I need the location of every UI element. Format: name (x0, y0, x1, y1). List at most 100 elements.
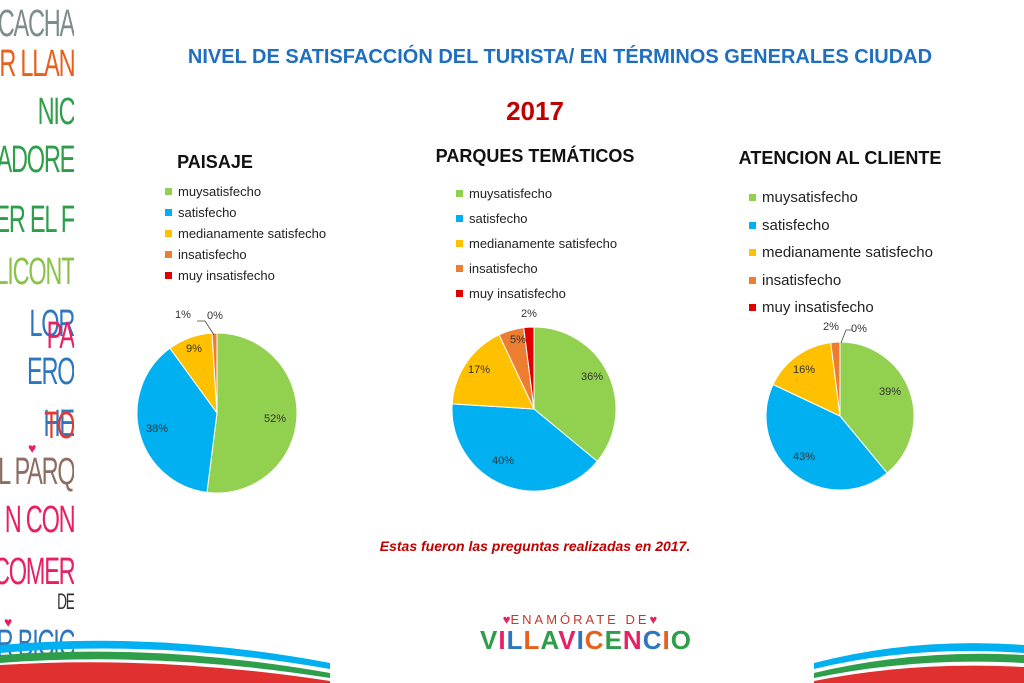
logo-letter: L (523, 625, 541, 655)
chart-legend: muysatisfecho satisfecho medianamente sati… (456, 181, 617, 306)
legend-swatch (749, 276, 756, 284)
legend-item: medianamente satisfecho (456, 231, 617, 256)
legend-label: satisfecho (469, 211, 528, 226)
chart-title: PARQUES TEMÁTICOS (435, 146, 635, 166)
pie-data-label: 1% (175, 309, 191, 321)
sidebar-word: ERO (26, 351, 74, 393)
legend-item: muy insatisfecho (749, 294, 933, 322)
legend-label: satisfecho (178, 205, 237, 220)
logo-letter: L (506, 625, 524, 655)
pie-slice (451, 403, 598, 492)
logo-letter: I (576, 625, 585, 655)
pie-data-label: 40% (492, 455, 514, 467)
legend-swatch (456, 190, 463, 197)
chart-legend: muysatisfecho satisfecho medianamente sati… (165, 181, 326, 286)
sidebar-word: COMER (0, 551, 74, 593)
legend-item: satisfecho (165, 202, 326, 223)
pie-slice (533, 326, 617, 462)
sidebar-word: LOR (29, 303, 74, 345)
label-leader-line (840, 329, 852, 344)
logo-letter: I (498, 625, 507, 655)
pie-data-label: 9% (186, 343, 202, 355)
sidebar-word: LICONT (0, 251, 74, 293)
logo-letter: N (622, 625, 643, 655)
legend-label: satisfecho (762, 216, 830, 234)
pie-data-label: 2% (823, 321, 839, 333)
pie-slice (136, 347, 218, 493)
legend-item: satisfecho (456, 206, 617, 231)
legend-swatch (165, 272, 172, 279)
legend-item: medianamente satisfecho (165, 223, 326, 244)
wave-decoration-right (814, 643, 1024, 683)
sidebar-word: R EL PARQ (0, 451, 74, 493)
sidebar-word: PA (46, 315, 74, 357)
pie-data-label: 5% (510, 334, 526, 346)
legend-label: medianamente satisfecho (762, 244, 933, 262)
pie-slice (523, 326, 535, 410)
legend-item: muy insatisfecho (165, 265, 326, 286)
pie-slice (451, 334, 535, 410)
legend-swatch (165, 188, 172, 195)
pie-slice (211, 332, 218, 414)
legend-label: insatisfecho (762, 271, 842, 289)
pie-data-label: 16% (793, 364, 815, 376)
logo-letter: E (604, 625, 623, 655)
legend-swatch (456, 265, 463, 272)
pie-data-label: 52% (264, 413, 286, 425)
logo-letter: I (662, 625, 671, 655)
legend-label: insatisfecho (178, 247, 247, 262)
chart-title: PAISAJE (177, 152, 253, 172)
sidebar-word: TO (44, 405, 74, 447)
legend-item: muysatisfecho (165, 181, 326, 202)
logo-letter: A (540, 625, 559, 655)
sidebar-word: ER LLAN (0, 43, 74, 85)
sidebar-word: NIC (37, 91, 74, 133)
legend-item: muy insatisfecho (456, 281, 617, 306)
pie-data-label: 36% (581, 371, 603, 383)
logo-letter: C (642, 625, 663, 655)
pie-slice (772, 342, 841, 417)
legend-swatch (165, 230, 172, 237)
pie-data-label: 43% (793, 451, 815, 463)
legend-swatch (456, 240, 463, 247)
logo-letter: O (670, 625, 692, 655)
page-title: NIVEL DE SATISFACCIÓN DEL TURISTA/ EN TÉ… (187, 46, 933, 68)
sidebar-word: N CON (4, 499, 74, 541)
pie-data-label: 39% (879, 386, 901, 398)
pie-data-label: 2% (521, 308, 537, 320)
chart-legend: muysatisfecho satisfecho medianamente sati… (749, 184, 933, 322)
legend-item: insatisfecho (749, 267, 933, 295)
logo-tagline: ♥ENAMÓRATE DE♥ (480, 612, 680, 627)
sidebar-decoration: CACHAER LLANNICENJOSADOREMER EL FLICONTL… (0, 0, 74, 683)
pie-slice (206, 332, 298, 494)
heart-icon: ♥ (4, 614, 12, 630)
legend-item: insatisfecho (456, 256, 617, 281)
legend-label: muysatisfecho (178, 184, 262, 199)
pie-data-label: 0% (851, 323, 867, 335)
legend-item: insatisfecho (165, 244, 326, 265)
sidebar-word: ADORE (0, 139, 74, 181)
pie-data-label: 17% (468, 364, 490, 376)
label-leader-line (197, 320, 215, 336)
legend-swatch (165, 251, 172, 258)
logo-tagline-text: ENAMÓRATE DE (510, 612, 650, 627)
legend-item: muysatisfecho (456, 181, 617, 206)
legend-label: muysatisfecho (469, 186, 553, 201)
legend-item: muysatisfecho (749, 184, 933, 212)
sidebar-word: CACHA (0, 3, 74, 45)
legend-item: medianamente satisfecho (749, 239, 933, 267)
heart-icon: ♥ (502, 612, 511, 627)
legend-label: medianamente satisfecho (469, 236, 618, 251)
legend-label: muy insatisfecho (469, 286, 566, 301)
pie-data-label: 0% (207, 310, 223, 322)
wave-decoration-left (0, 640, 330, 683)
footnote: Estas fueron las preguntas realizadas en… (379, 538, 691, 554)
legend-label: muysatisfecho (762, 189, 858, 207)
logo-letter: C (584, 625, 605, 655)
pie-slice (839, 341, 915, 474)
sidebar-word: MER EL F (0, 199, 74, 241)
legend-swatch (749, 304, 756, 312)
